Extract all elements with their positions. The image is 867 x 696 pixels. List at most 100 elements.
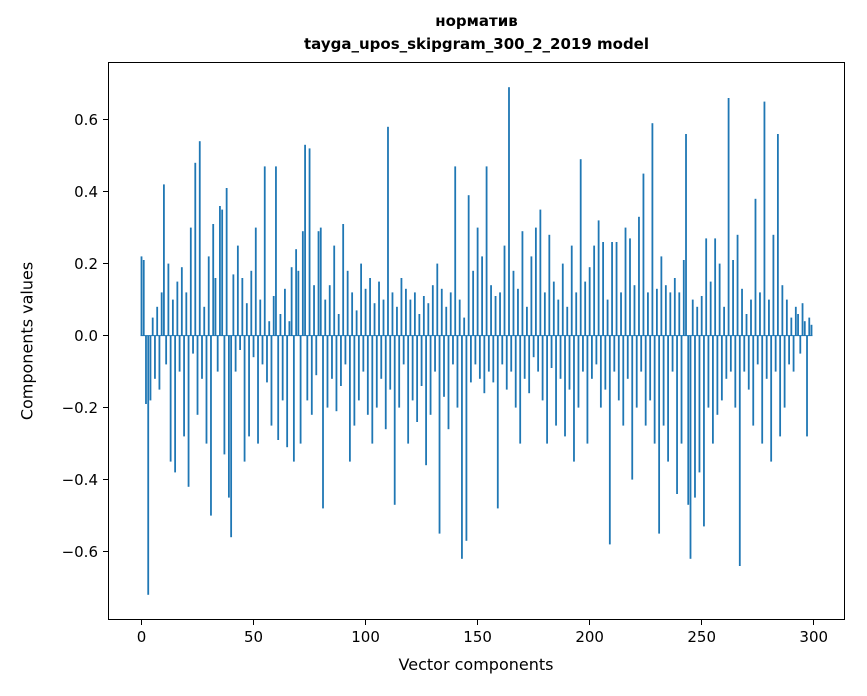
bar <box>651 123 654 336</box>
bar <box>342 224 345 336</box>
bar <box>752 335 755 426</box>
bar <box>591 335 593 379</box>
bar <box>409 299 412 336</box>
bar <box>669 292 672 336</box>
bar <box>196 335 199 415</box>
y-tick-label: −0.6 <box>61 542 98 561</box>
bar <box>192 335 194 354</box>
bar <box>732 260 734 336</box>
bar <box>593 245 596 336</box>
bar <box>696 306 699 336</box>
bar <box>685 134 687 336</box>
bar <box>169 335 172 462</box>
bar <box>268 321 271 336</box>
bar <box>310 335 313 415</box>
bar <box>422 296 425 336</box>
bar <box>716 335 719 415</box>
bar <box>494 296 497 336</box>
bar <box>552 281 555 336</box>
bar <box>340 335 342 386</box>
bar <box>729 335 732 372</box>
bar <box>649 335 652 401</box>
bar <box>362 335 365 372</box>
bar <box>481 256 484 336</box>
bar <box>353 335 356 426</box>
bar <box>272 296 275 336</box>
bar <box>165 335 168 365</box>
bar <box>304 144 306 336</box>
bar <box>322 335 324 509</box>
bar <box>550 335 553 368</box>
bar <box>613 335 616 372</box>
bar <box>328 285 331 336</box>
bar <box>622 335 625 426</box>
x-tick-label: 200 <box>575 628 604 646</box>
chart-title: норматив tayga_upos_skipgram_300_2_2019 … <box>108 10 845 55</box>
bar <box>378 281 380 336</box>
bar <box>216 335 219 372</box>
bar <box>694 335 696 498</box>
bar <box>629 238 631 336</box>
x-tick <box>477 620 479 625</box>
bar <box>467 195 470 336</box>
bar <box>413 292 416 336</box>
bar <box>389 335 392 390</box>
bar <box>436 263 439 336</box>
bar <box>400 278 403 336</box>
bar <box>431 285 434 336</box>
bar <box>469 335 472 383</box>
bar <box>768 299 770 336</box>
x-tick <box>701 620 703 625</box>
bar <box>335 335 338 412</box>
bar <box>201 335 203 379</box>
bar <box>308 148 311 336</box>
bar <box>156 306 159 336</box>
bar <box>189 227 192 336</box>
bar <box>512 270 515 336</box>
bar <box>183 335 185 437</box>
bar <box>541 335 544 401</box>
bar <box>736 234 739 336</box>
bar <box>705 238 708 336</box>
bar <box>655 288 658 336</box>
y-tick-label: −0.2 <box>61 398 98 417</box>
bar <box>375 335 378 408</box>
bar <box>236 245 239 336</box>
bar <box>490 285 492 336</box>
bar <box>449 292 452 336</box>
bar <box>671 335 674 372</box>
bar <box>723 306 726 336</box>
bar <box>243 335 246 462</box>
bar <box>597 220 600 336</box>
bar <box>682 260 685 336</box>
bar <box>171 299 174 336</box>
bar <box>680 335 683 444</box>
bar <box>212 224 215 336</box>
bar <box>239 335 241 350</box>
bar <box>508 87 510 336</box>
bar <box>496 335 499 509</box>
bar <box>514 335 517 408</box>
bar <box>324 299 327 336</box>
y-tick <box>103 479 108 481</box>
bar <box>615 242 618 336</box>
y-tick <box>103 263 108 265</box>
bar <box>794 306 797 336</box>
bar <box>803 321 806 336</box>
bar <box>167 263 170 336</box>
bar <box>306 335 309 401</box>
bar <box>595 335 598 365</box>
bar <box>785 299 788 336</box>
y-tick-label: 0.4 <box>74 182 98 201</box>
bar <box>279 314 282 336</box>
bar <box>180 267 183 336</box>
bar <box>568 335 571 390</box>
bar <box>472 270 475 336</box>
bar <box>712 335 714 444</box>
bar <box>631 335 634 480</box>
bar <box>440 288 443 336</box>
bar <box>438 335 441 534</box>
bar <box>355 310 358 336</box>
x-axis-label: Vector components <box>398 655 554 674</box>
